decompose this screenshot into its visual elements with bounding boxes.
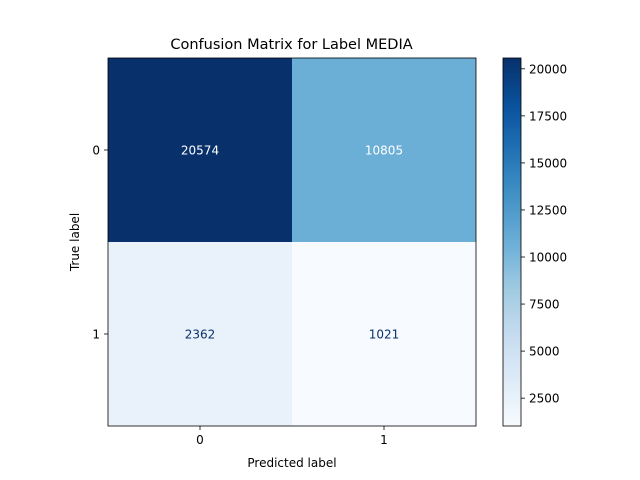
x-tick-label: 1 xyxy=(380,433,388,447)
x-axis-label: Predicted label xyxy=(247,456,336,470)
cell-value-label: 1021 xyxy=(369,328,400,342)
y-tick-label: 1 xyxy=(92,328,100,342)
colorbar-tick-label: 15000 xyxy=(529,156,567,170)
colorbar-tick-label: 5000 xyxy=(529,345,560,359)
x-tick-label: 0 xyxy=(196,433,204,447)
colorbar-tick-label: 7500 xyxy=(529,298,560,312)
colorbar-tick-label: 17500 xyxy=(529,109,567,123)
y-axis-ticks: 01 xyxy=(92,144,108,342)
matrix-cell-labels: 20574 10805 2362 1021 xyxy=(181,144,403,342)
colorbar-tick-label: 12500 xyxy=(529,203,567,217)
matrix-cell xyxy=(292,58,476,242)
y-axis-label: True label xyxy=(68,213,82,272)
y-tick-label: 0 xyxy=(92,144,100,158)
colorbar-frame xyxy=(502,57,522,427)
colorbar xyxy=(503,58,521,426)
cell-value-label: 10805 xyxy=(365,144,403,158)
matrix-cells xyxy=(108,58,476,426)
matrix-cell xyxy=(108,242,292,426)
cell-value-label: 2362 xyxy=(185,328,216,342)
cell-value-label: 20574 xyxy=(181,144,219,158)
matrix-cell xyxy=(292,242,476,426)
plot-frame xyxy=(107,57,477,427)
colorbar-tick-label: 2500 xyxy=(529,392,560,406)
chart-title: Confusion Matrix for Label MEDIA xyxy=(170,37,412,53)
colorbar-tick-label: 10000 xyxy=(529,251,567,265)
matrix-cell xyxy=(108,58,292,242)
colorbar-ticks: 2500 5000 7500 10000 12500 15000 17500 20000 xyxy=(521,62,567,406)
colorbar-tick-label: 20000 xyxy=(529,62,567,76)
